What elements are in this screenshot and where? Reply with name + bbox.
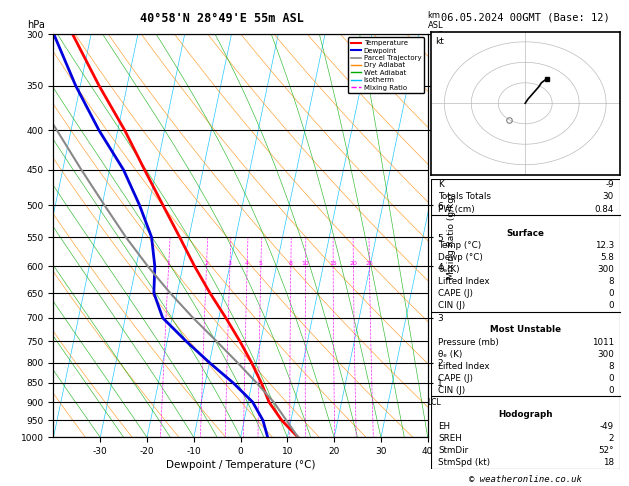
Text: Most Unstable: Most Unstable <box>490 326 560 334</box>
Text: 06.05.2024 00GMT (Base: 12): 06.05.2024 00GMT (Base: 12) <box>441 12 610 22</box>
Text: 2: 2 <box>204 261 208 266</box>
Text: 300: 300 <box>597 265 614 274</box>
Text: CIN (J): CIN (J) <box>438 301 465 310</box>
Text: StmSpd (kt): StmSpd (kt) <box>438 458 491 468</box>
Text: 0: 0 <box>608 374 614 383</box>
Text: Temp (°C): Temp (°C) <box>438 241 482 250</box>
Text: 18: 18 <box>603 458 614 468</box>
Text: 5: 5 <box>259 261 263 266</box>
Text: © weatheronline.co.uk: © weatheronline.co.uk <box>469 474 582 484</box>
Text: 0.84: 0.84 <box>594 205 614 213</box>
Text: 5.8: 5.8 <box>600 253 614 262</box>
Text: K: K <box>438 180 444 190</box>
Text: 52°: 52° <box>598 446 614 455</box>
Text: hPa: hPa <box>27 20 45 30</box>
Text: PW (cm): PW (cm) <box>438 205 475 213</box>
Text: StmDir: StmDir <box>438 446 469 455</box>
Text: EH: EH <box>438 422 450 431</box>
Text: LCL: LCL <box>428 398 442 407</box>
Text: 1: 1 <box>167 261 170 266</box>
Text: Surface: Surface <box>506 229 544 238</box>
Text: Hodograph: Hodograph <box>498 410 552 419</box>
Text: SREH: SREH <box>438 434 462 443</box>
Text: 15: 15 <box>329 261 337 266</box>
Text: 4: 4 <box>245 261 249 266</box>
Text: 12.3: 12.3 <box>594 241 614 250</box>
Text: CAPE (J): CAPE (J) <box>438 374 474 383</box>
Text: 20: 20 <box>350 261 357 266</box>
Text: Totals Totals: Totals Totals <box>438 192 491 202</box>
Text: 1011: 1011 <box>592 338 614 347</box>
Text: CIN (J): CIN (J) <box>438 386 465 395</box>
Text: 2: 2 <box>608 434 614 443</box>
Text: Dewp (°C): Dewp (°C) <box>438 253 483 262</box>
Text: -49: -49 <box>600 422 614 431</box>
Text: θₑ(K): θₑ(K) <box>438 265 460 274</box>
Y-axis label: Mixing Ratio (g/kg): Mixing Ratio (g/kg) <box>447 193 457 278</box>
Text: 8: 8 <box>608 277 614 286</box>
Text: CAPE (J): CAPE (J) <box>438 289 474 298</box>
Text: 8: 8 <box>289 261 292 266</box>
Text: Pressure (mb): Pressure (mb) <box>438 338 499 347</box>
Text: 40°58'N 28°49'E 55m ASL: 40°58'N 28°49'E 55m ASL <box>140 12 304 25</box>
Text: 3: 3 <box>228 261 232 266</box>
Text: -9: -9 <box>605 180 614 190</box>
Text: 30: 30 <box>603 192 614 202</box>
Text: km
ASL: km ASL <box>428 11 443 30</box>
Text: 0: 0 <box>608 386 614 395</box>
Text: Lifted Index: Lifted Index <box>438 277 490 286</box>
Text: Lifted Index: Lifted Index <box>438 362 490 371</box>
Text: 300: 300 <box>597 349 614 359</box>
Text: 25: 25 <box>365 261 374 266</box>
X-axis label: Dewpoint / Temperature (°C): Dewpoint / Temperature (°C) <box>166 460 315 470</box>
Text: 0: 0 <box>608 301 614 310</box>
Text: θₑ (K): θₑ (K) <box>438 349 463 359</box>
Text: 8: 8 <box>608 362 614 371</box>
Text: 10: 10 <box>302 261 309 266</box>
Text: kt: kt <box>435 37 443 46</box>
Legend: Temperature, Dewpoint, Parcel Trajectory, Dry Adiabat, Wet Adiabat, Isotherm, Mi: Temperature, Dewpoint, Parcel Trajectory… <box>348 37 424 93</box>
Text: 0: 0 <box>608 289 614 298</box>
